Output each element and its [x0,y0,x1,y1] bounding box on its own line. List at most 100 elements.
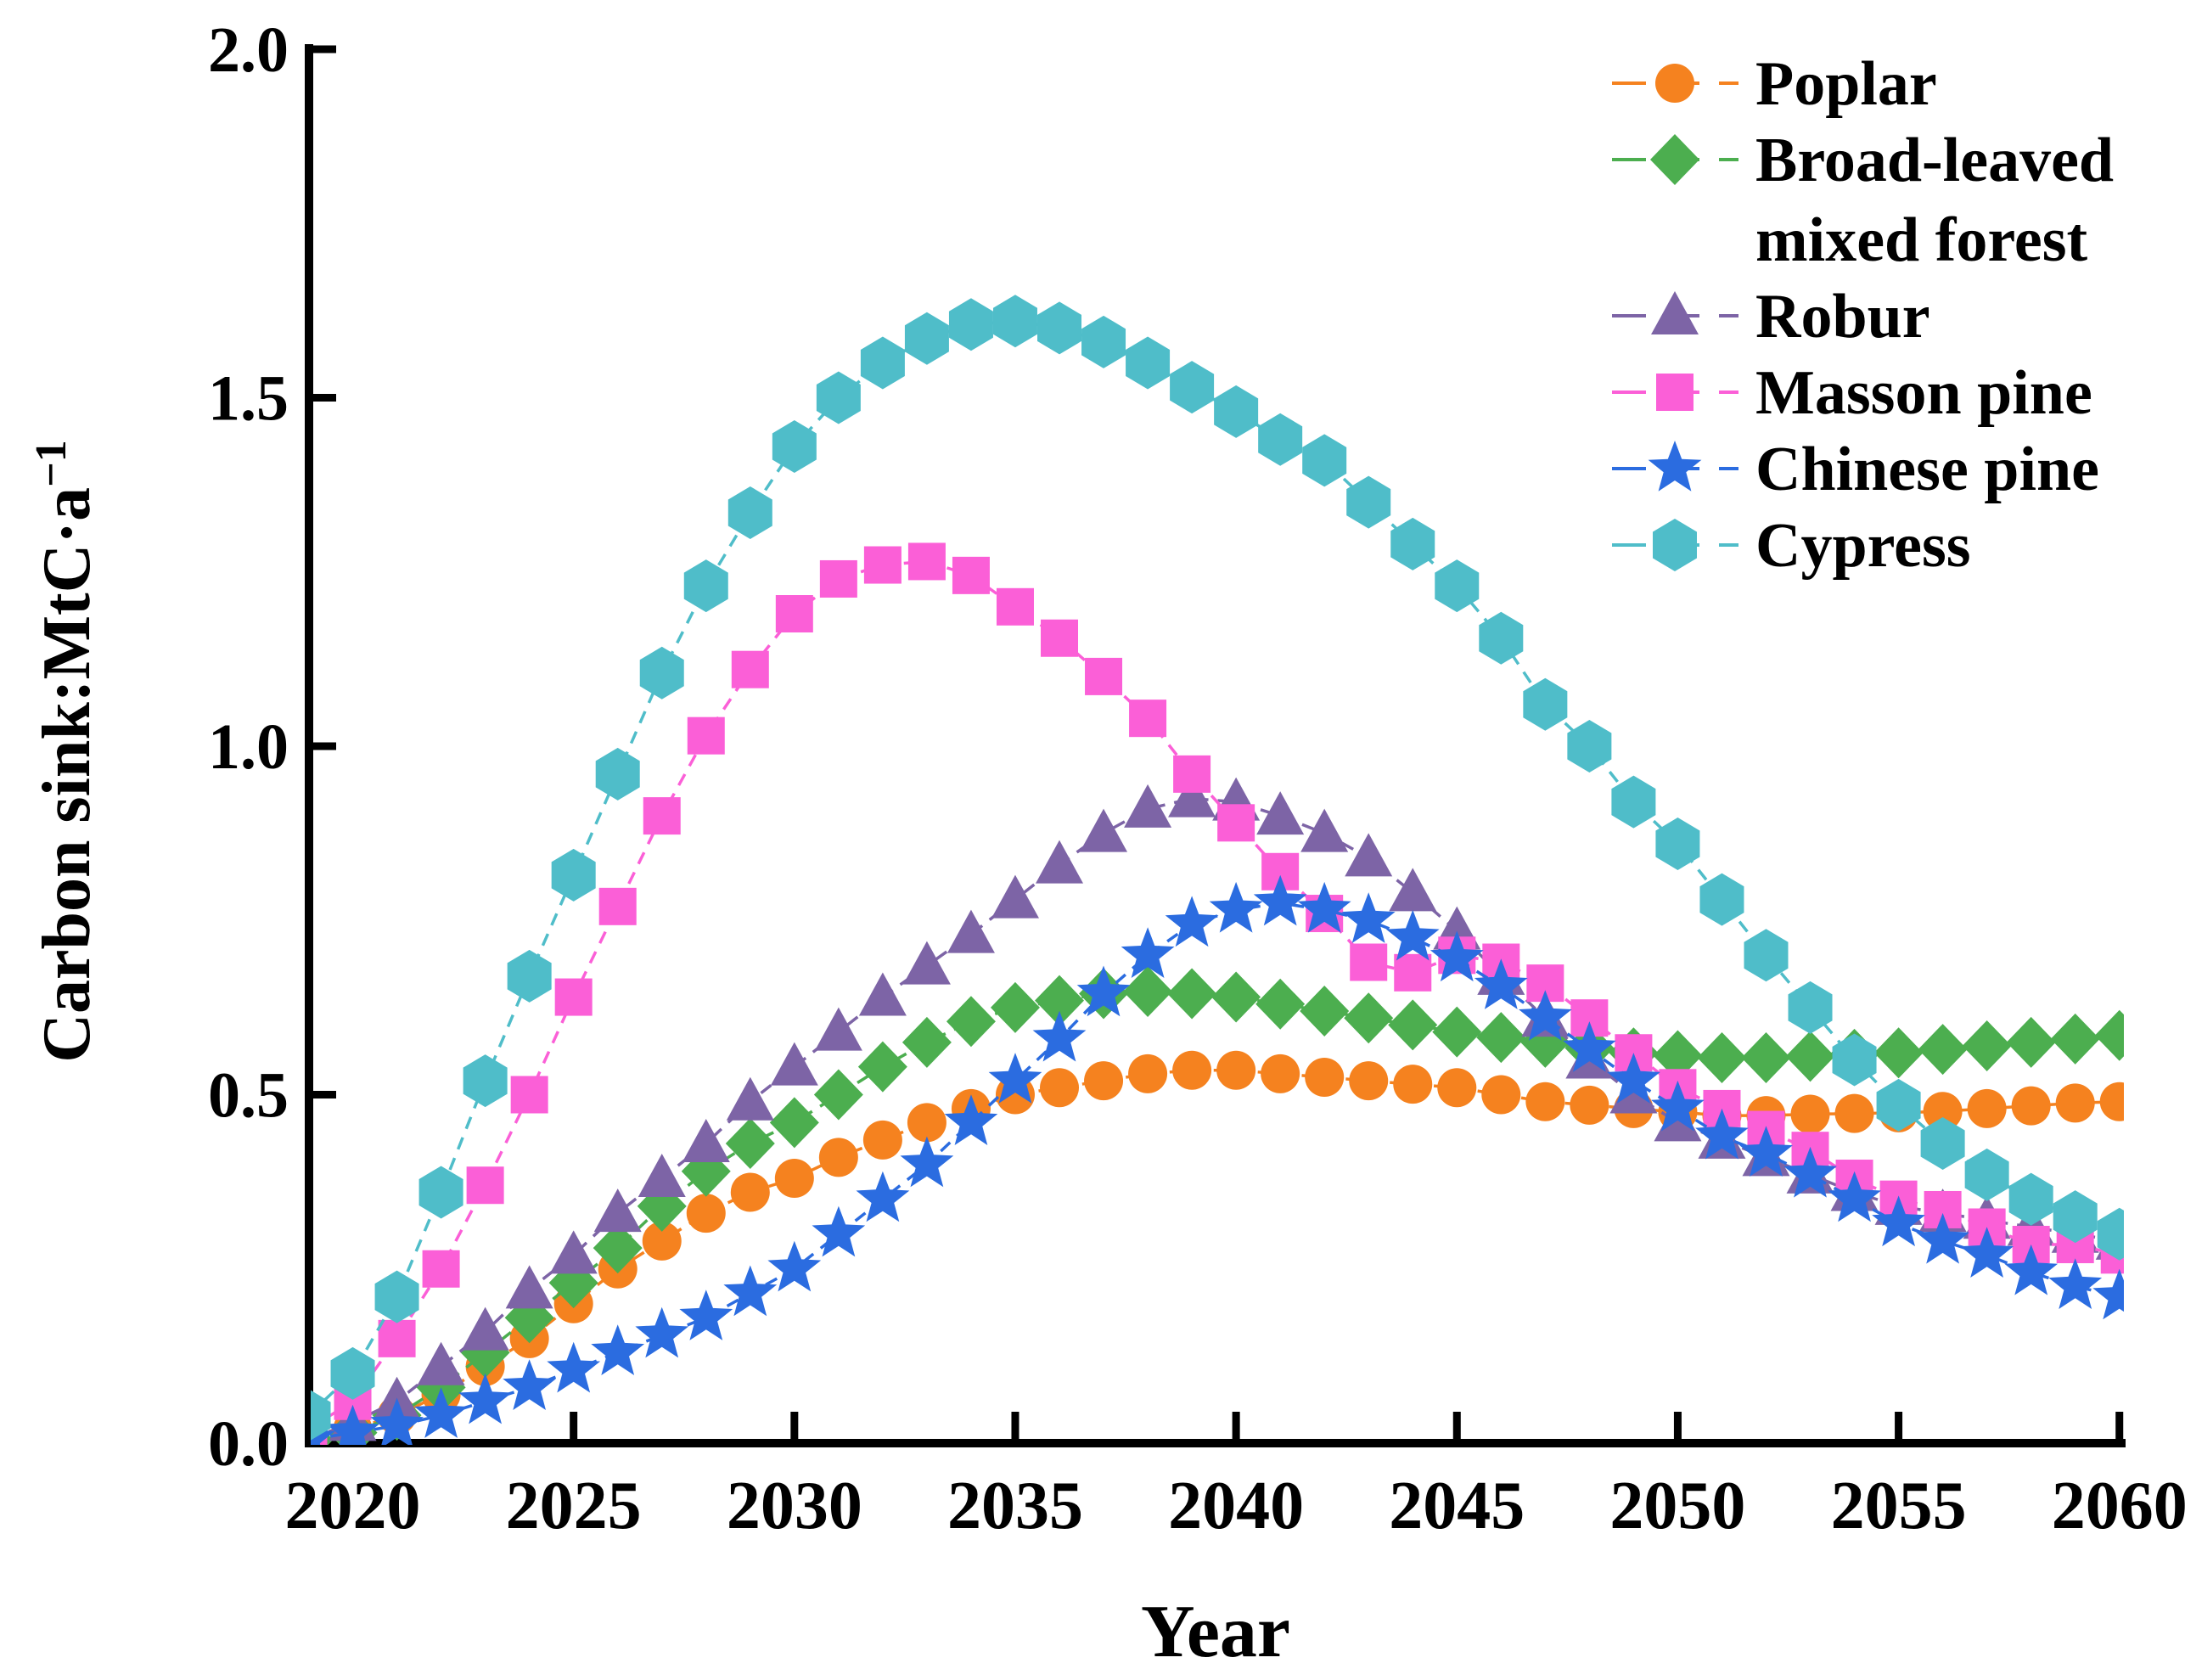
data-point [374,1270,419,1323]
data-point [1217,804,1255,842]
x-tick-label: 2050 [1609,1469,1745,1543]
data-point [1084,1061,1124,1101]
y-tick-label: 2.0 [208,14,289,86]
data-point [1037,301,1082,355]
data-point [1209,881,1263,933]
hexagon-icon [1653,519,1697,571]
data-point [1741,1031,1791,1083]
y-tick-label: 1.0 [208,711,289,783]
data-point [1349,1061,1389,1101]
data-point [503,1359,556,1410]
data-point [1385,909,1440,961]
series-cypress [311,295,2124,1441]
plot-area [311,295,2124,1445]
data-point [1300,808,1349,852]
data-point [1960,1227,2014,1278]
legend-item-masson-pine: Masson pine [1612,358,2092,428]
x-tick-label: 2055 [1831,1469,1967,1543]
legend-label: mixed forest [1755,205,2087,275]
legend-label: Broad-leaved [1755,126,2114,195]
data-point [642,1221,682,1261]
data-point [856,1171,910,1222]
data-point [547,1341,601,1393]
diamond-icon [1650,134,1699,185]
data-point [858,972,907,1016]
data-point [1918,1024,1968,1076]
data-point [1124,784,1172,828]
data-point [1872,1195,1925,1247]
data-point [2004,1244,2059,1295]
data-point [1739,1126,1793,1177]
data-point [378,1319,416,1357]
data-point [723,1265,778,1317]
x-tick-label: 2030 [727,1469,862,1543]
data-point [863,546,902,584]
data-point [598,887,637,925]
data-point [1962,1020,2012,1072]
data-point [2097,1207,2124,1261]
data-point [417,1341,465,1385]
data-point [1653,1030,1703,1082]
star-icon [1648,441,1702,492]
data-point [330,1346,375,1400]
data-point [1651,1080,1705,1132]
data-point [593,1188,642,1233]
data-point [639,646,684,700]
data-point [1828,1171,1881,1222]
data-point [948,298,993,351]
data-point [1167,968,1217,1020]
data-point [1432,1006,1482,1058]
data-point [1920,1116,1965,1170]
data-point [1393,1065,1433,1104]
data-point [1345,833,1393,877]
data-point [992,295,1037,348]
data-point [1611,775,1656,829]
legend-label: Masson pine [1755,358,2092,428]
data-point [687,716,725,755]
data-point [1121,927,1175,978]
legend-label: Poplar [1755,49,1937,119]
y-axis-title-superscript: −1 [27,440,76,487]
data-point [1341,892,1396,943]
data-point [1695,1108,1749,1160]
data-point [682,1118,730,1162]
data-point [1563,1021,1616,1072]
data-point [767,1240,822,1292]
data-point [1783,1146,1837,1198]
y-axis-title-text: Carbon sink:MtC·a [29,486,104,1063]
data-point [902,1016,952,1068]
series-chinese-pine [311,874,2124,1445]
data-point [2053,1190,2098,1244]
data-point [1211,971,1261,1023]
data-point [422,1250,460,1288]
data-point [1305,1057,1345,1097]
data-point [1567,720,1612,773]
data-point [1832,1033,1877,1087]
data-point [1256,791,1305,835]
x-tick-label: 2045 [1389,1469,1525,1543]
data-point [1129,700,1167,738]
data-point [1032,1010,1087,1062]
data-point [775,595,813,633]
data-point [725,1117,775,1169]
data-point [686,1194,726,1233]
x-tick-label: 2040 [1168,1469,1304,1543]
data-point [1523,677,1568,731]
data-point [1165,896,1219,947]
data-point [900,1136,954,1188]
data-point [818,1138,858,1177]
triangle-icon [1651,291,1699,334]
data-point [549,1230,598,1274]
data-point [2055,1083,2095,1123]
data-point [2048,1258,2103,1309]
data-point [730,1172,770,1212]
data-point [461,1306,509,1351]
data-point [311,1390,331,1441]
y-tick-label: 0.0 [208,1408,289,1480]
data-point [418,1166,463,1219]
data-point [505,1265,553,1309]
data-point [1080,808,1128,852]
data-point [1394,953,1432,992]
data-point [1302,434,1347,487]
